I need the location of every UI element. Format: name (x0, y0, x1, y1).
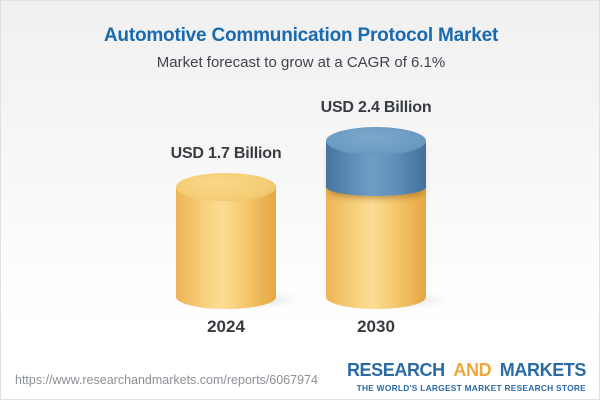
brand-logo-wordmark: RESEARCH AND MARKETS (347, 361, 586, 380)
logo-word-research: RESEARCH (346, 360, 445, 380)
report-url: https://www.researchandmarkets.com/repor… (15, 373, 318, 387)
brand-logo: RESEARCH AND MARKETS THE WORLD'S LARGEST… (347, 361, 586, 398)
value-label-2024: USD 1.7 Billion (170, 145, 282, 162)
value-label-2030: USD 2.4 Billion (320, 99, 432, 116)
cylinder-bar-chart: USD 1.7 Billion USD 2.4 Billion 2024 203… (1, 1, 599, 361)
page-title: Automotive Communication Protocol Market (103, 25, 499, 46)
category-label-2024: 2024 (207, 317, 245, 336)
logo-word-markets: MARKETS (499, 360, 587, 380)
cylinder-2024-top (176, 173, 276, 201)
brand-tagline: THE WORLD'S LARGEST MARKET RESEARCH STOR… (356, 383, 586, 393)
cylinder-2030-growth-top (326, 127, 426, 155)
cylinder-2024-body (176, 187, 276, 309)
logo-word-and: AND (453, 360, 492, 380)
category-label-2030: 2030 (357, 317, 395, 336)
chart-subtitle: Market forecast to grow at a CAGR of 6.1… (156, 54, 446, 71)
